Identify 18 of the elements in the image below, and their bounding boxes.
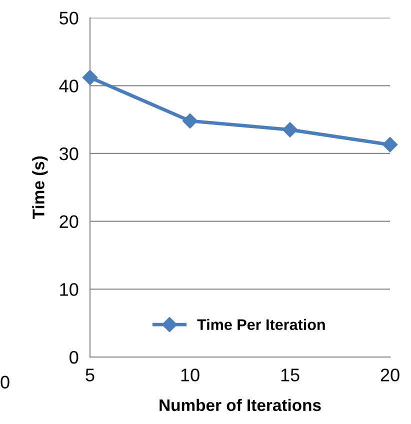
y-tick-label: 50: [60, 12, 78, 25]
y-axis-title: Time (s): [32, 156, 48, 220]
point: [382, 137, 398, 152]
x-axis-title: Number of Iterations: [160, 398, 321, 412]
y-tick-label: 10: [60, 283, 78, 296]
legend-label: Time Per Iteration: [197, 318, 325, 330]
x-tick-label: 15: [281, 368, 300, 382]
point: [82, 70, 98, 86]
y-tick-label: 20: [60, 215, 78, 228]
x-tick-label: 10: [181, 368, 200, 382]
x-tick-label: 20: [380, 368, 400, 382]
x-tick-label: 5: [86, 368, 94, 382]
y-tick-label: 30: [60, 147, 78, 160]
point: [282, 122, 298, 138]
y-tick-label: 40: [59, 80, 78, 92]
point: [182, 113, 198, 128]
y-tick-label: 0: [70, 350, 78, 364]
text: 0: [0, 376, 10, 389]
